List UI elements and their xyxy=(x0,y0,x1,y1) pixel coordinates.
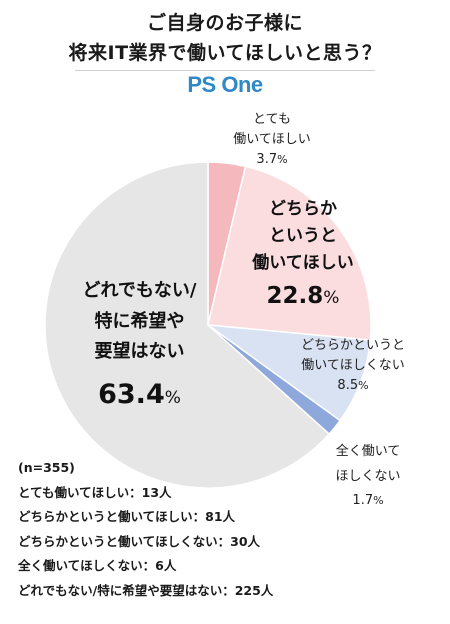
label-somewhat-want-line1: どちらか xyxy=(269,199,337,219)
label-somewhat-not-want: どちらかというと 働いてほしくない 8.5% xyxy=(278,336,428,396)
label-not-want-at-all-line2: ほしくない xyxy=(335,468,401,484)
label-very-want: とても 働いてほしい 3.7% xyxy=(222,110,322,170)
label-somewhat-want-line3: 働いてほしい xyxy=(252,253,354,274)
label-very-want-line1: とても xyxy=(253,112,291,127)
sample-size: (n=355) xyxy=(18,460,75,475)
label-somewhat-not-want-line2: 働いてほしくない xyxy=(301,358,405,374)
chart-title-line1: ご自身のお子様に xyxy=(146,12,303,34)
label-no-preference-value: 63.4 xyxy=(98,378,165,410)
title-divider xyxy=(75,70,375,71)
slice-somewhat-not-want xyxy=(205,323,372,422)
label-no-preference-line3: 要望はない xyxy=(94,341,185,363)
label-not-want-at-all-line1: 全く働いて xyxy=(335,444,401,459)
slice-no-preference xyxy=(44,161,331,489)
chart-title-line2: 将来IT業界で働いてほしいと思う？ xyxy=(68,42,382,64)
label-no-preference: どれでもない/ 特に希望や 要望はない 63.4% xyxy=(52,276,227,418)
label-somewhat-not-want-line1: どちらかというと xyxy=(300,338,405,353)
label-somewhat-want: どちらか というと 働いてほしい 22.8% xyxy=(238,196,368,314)
count-no-preference: どれでもない/特に希望や要望はない：225人 xyxy=(18,582,274,598)
sample-notes: (n=355) とても働いてほしい：13人 どちらかというと働いてほしい：81人… xyxy=(18,456,273,603)
label-no-preference-line2: 特に希望や xyxy=(94,310,185,332)
count-somewhat-not-want: どちらかというと働いてほしくない：30人 xyxy=(18,533,261,549)
label-somewhat-want-line2: というと xyxy=(269,226,337,247)
label-not-want-at-all: 全く働いて ほしくない 1.7% xyxy=(318,440,418,514)
count-somewhat-want: どちらかというと働いてほしい：81人 xyxy=(18,509,236,524)
brand-logo: PS One xyxy=(187,72,263,97)
label-not-want-at-all-value: 1.7 xyxy=(352,493,374,509)
label-no-preference-line1: どれでもない/ xyxy=(82,280,197,301)
slice-somewhat-want xyxy=(207,165,372,341)
label-somewhat-not-want-value: 8.5 xyxy=(337,378,359,394)
count-not-want-at-all: 全く働いてほしくない：6人 xyxy=(18,558,177,573)
count-very-want: とても働いてほしい：13人 xyxy=(18,484,172,500)
label-somewhat-want-value: 22.8 xyxy=(266,282,324,309)
label-very-want-value: 3.7 xyxy=(256,152,278,168)
label-very-want-line2: 働いてほしい xyxy=(233,132,311,148)
